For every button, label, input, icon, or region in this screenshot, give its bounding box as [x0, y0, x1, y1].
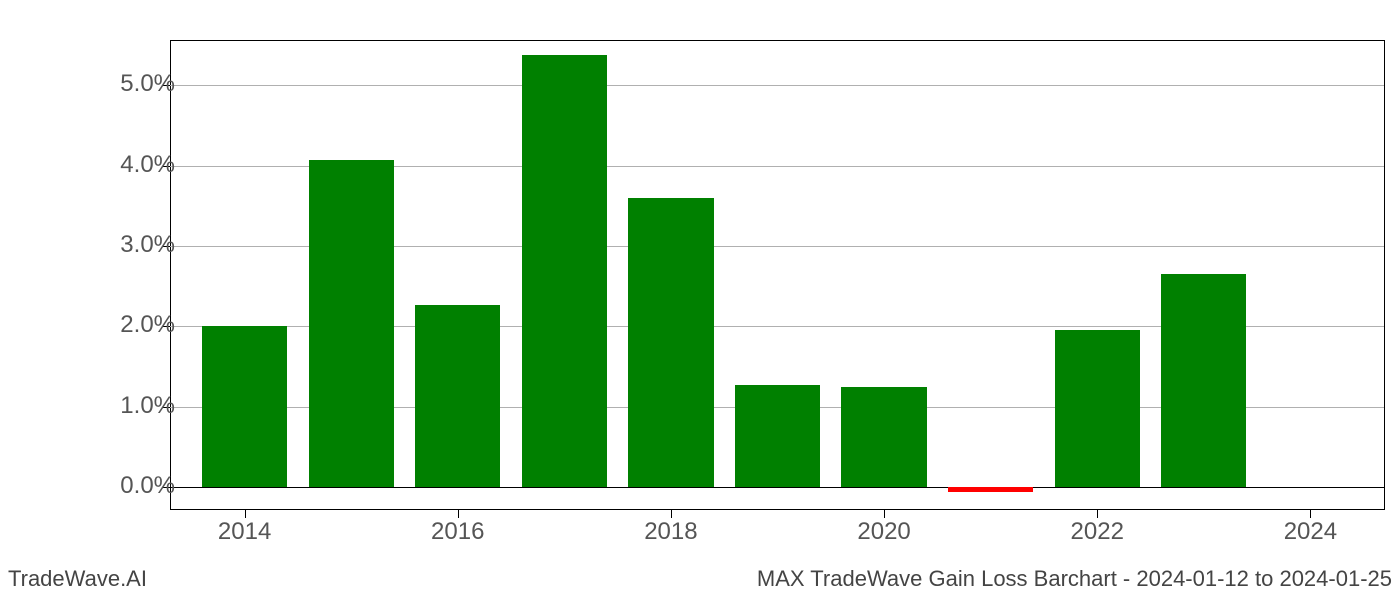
x-axis-line	[170, 509, 1384, 510]
x-tick-mark	[245, 510, 246, 518]
y-tick-label: 2.0%	[120, 311, 175, 339]
x-tick-mark	[884, 510, 885, 518]
x-tick-label: 2022	[1071, 518, 1124, 546]
y-axis-line	[170, 41, 171, 510]
bar	[948, 487, 1033, 492]
footer-caption: MAX TradeWave Gain Loss Barchart - 2024-…	[757, 566, 1392, 592]
bar	[628, 198, 713, 487]
x-tick-label: 2014	[218, 518, 271, 546]
zero-line	[170, 487, 1384, 488]
footer-brand: TradeWave.AI	[8, 566, 147, 592]
bar	[522, 55, 607, 487]
x-tick-label: 2020	[857, 518, 910, 546]
bar	[735, 385, 820, 487]
x-tick-label: 2024	[1284, 518, 1337, 546]
bar	[1055, 330, 1140, 487]
bar	[415, 305, 500, 487]
bar	[202, 326, 287, 487]
x-tick-mark	[671, 510, 672, 518]
y-tick-label: 5.0%	[120, 70, 175, 98]
bar	[841, 387, 926, 487]
gridline	[170, 85, 1384, 86]
y-tick-label: 0.0%	[120, 472, 175, 500]
y-tick-label: 1.0%	[120, 392, 175, 420]
x-tick-mark	[1097, 510, 1098, 518]
x-tick-mark	[1310, 510, 1311, 518]
bar-chart: 201420162018202020222024	[170, 40, 1385, 510]
x-tick-label: 2018	[644, 518, 697, 546]
y-tick-label: 4.0%	[120, 151, 175, 179]
bar	[1161, 274, 1246, 487]
bar	[309, 160, 394, 487]
x-tick-label: 2016	[431, 518, 484, 546]
y-tick-label: 3.0%	[120, 231, 175, 259]
plot-area	[170, 40, 1385, 510]
x-tick-mark	[458, 510, 459, 518]
